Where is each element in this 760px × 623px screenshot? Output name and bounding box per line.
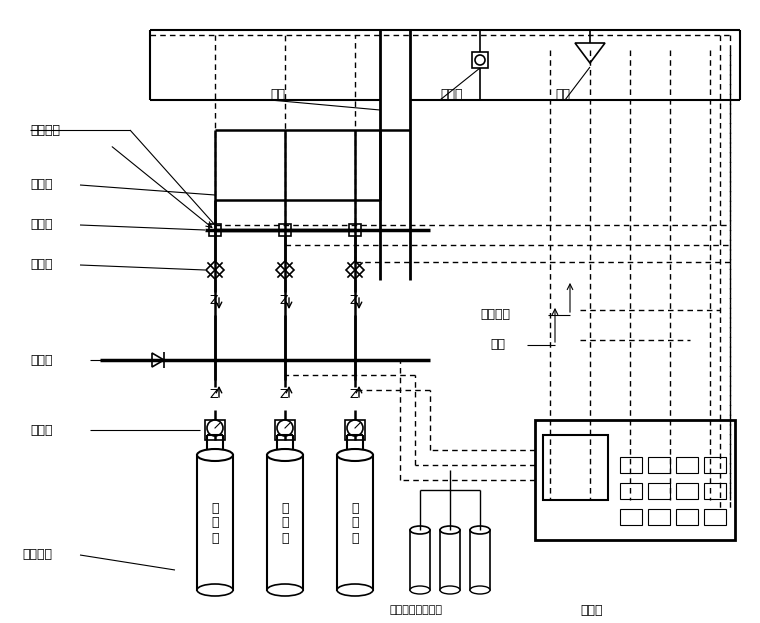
Text: 喷头: 喷头 bbox=[555, 88, 570, 102]
Circle shape bbox=[277, 420, 293, 436]
Text: 探测器: 探测器 bbox=[440, 88, 463, 102]
Text: 灭
火
剂: 灭 火 剂 bbox=[211, 502, 219, 545]
Bar bbox=[275, 420, 295, 440]
Text: Z: Z bbox=[279, 389, 287, 401]
Text: 控制器: 控制器 bbox=[580, 604, 603, 617]
Bar bbox=[349, 224, 361, 236]
Bar bbox=[676, 457, 698, 473]
Bar bbox=[620, 483, 642, 499]
Bar bbox=[704, 483, 726, 499]
Bar bbox=[704, 457, 726, 473]
Text: Z: Z bbox=[349, 293, 357, 307]
Text: 单向阀: 单向阀 bbox=[30, 353, 52, 366]
Text: Z: Z bbox=[209, 293, 217, 307]
Bar bbox=[648, 483, 670, 499]
Bar bbox=[470, 530, 490, 590]
Ellipse shape bbox=[410, 526, 430, 534]
Ellipse shape bbox=[197, 584, 233, 596]
Ellipse shape bbox=[337, 584, 373, 596]
Text: 选择阀: 选择阀 bbox=[30, 179, 52, 191]
Bar bbox=[267, 455, 303, 590]
Ellipse shape bbox=[470, 586, 490, 594]
Ellipse shape bbox=[197, 449, 233, 461]
Ellipse shape bbox=[410, 586, 430, 594]
Ellipse shape bbox=[440, 526, 460, 534]
Ellipse shape bbox=[470, 526, 490, 534]
Text: 灭
火
剂: 灭 火 剂 bbox=[351, 502, 359, 545]
Bar bbox=[279, 224, 291, 236]
Text: 联动控制: 联动控制 bbox=[480, 308, 510, 321]
Text: 汇集管: 汇集管 bbox=[30, 219, 52, 232]
Text: 安全阀: 安全阀 bbox=[30, 259, 52, 272]
Ellipse shape bbox=[267, 449, 303, 461]
Text: 报警: 报警 bbox=[490, 338, 505, 351]
Bar bbox=[205, 420, 225, 440]
Bar bbox=[704, 509, 726, 525]
Bar bbox=[440, 530, 460, 590]
Text: 启动气瓶（氮气）: 启动气瓶（氮气） bbox=[390, 605, 443, 615]
Bar bbox=[620, 509, 642, 525]
Bar bbox=[337, 455, 373, 590]
Bar bbox=[345, 420, 365, 440]
Text: 储存容器: 储存容器 bbox=[22, 548, 52, 561]
Circle shape bbox=[347, 420, 363, 436]
Bar bbox=[676, 483, 698, 499]
Bar bbox=[209, 224, 221, 236]
Bar bbox=[197, 455, 233, 590]
Ellipse shape bbox=[337, 449, 373, 461]
Bar bbox=[472, 52, 488, 68]
Text: 管道: 管道 bbox=[270, 88, 285, 102]
Text: Z: Z bbox=[279, 293, 287, 307]
Text: 灭
火
剂: 灭 火 剂 bbox=[281, 502, 289, 545]
Bar bbox=[620, 457, 642, 473]
Text: Z: Z bbox=[209, 389, 217, 401]
Text: 压力开关: 压力开关 bbox=[30, 123, 60, 136]
Bar bbox=[676, 509, 698, 525]
Text: Z: Z bbox=[349, 389, 357, 401]
Bar bbox=[543, 435, 608, 500]
Circle shape bbox=[207, 420, 223, 436]
Ellipse shape bbox=[267, 584, 303, 596]
Bar bbox=[535, 420, 735, 540]
Text: 容器阀: 容器阀 bbox=[30, 424, 52, 437]
Bar bbox=[648, 457, 670, 473]
Bar bbox=[648, 509, 670, 525]
Bar bbox=[410, 530, 430, 590]
Ellipse shape bbox=[440, 586, 460, 594]
